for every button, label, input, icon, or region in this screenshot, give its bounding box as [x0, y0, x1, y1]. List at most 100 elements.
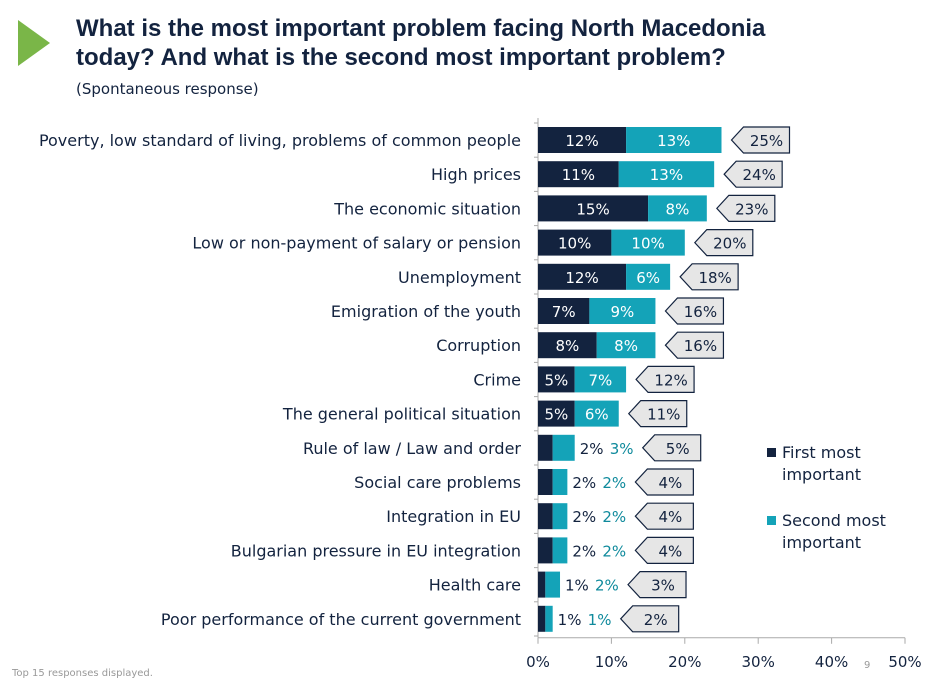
data-label: 10% — [558, 235, 591, 253]
category-label: Rule of law / Law and order — [303, 439, 521, 458]
data-label: 2% — [572, 508, 596, 526]
bar-segment-first — [538, 332, 597, 359]
x-tick-label: 0% — [526, 653, 550, 671]
data-label: 2% — [602, 474, 626, 492]
total-callout — [627, 400, 688, 428]
data-label: 7% — [588, 371, 612, 389]
bar-segment-first — [538, 366, 575, 393]
x-tick-label: 20% — [668, 653, 701, 671]
x-tick-label: 10% — [595, 653, 628, 671]
data-label: 9% — [611, 303, 635, 321]
bar-segment-first — [538, 537, 553, 564]
total-label: 24% — [742, 166, 775, 184]
data-label: 8% — [666, 200, 690, 218]
category-label: Low or non-payment of salary or pension — [192, 234, 521, 253]
data-label: 12% — [565, 269, 598, 287]
total-callout — [634, 502, 694, 530]
total-callout — [730, 126, 791, 154]
total-label: 2% — [644, 611, 668, 629]
total-label: 3% — [651, 577, 675, 595]
total-callout — [723, 160, 783, 188]
total-label: 25% — [750, 132, 783, 150]
data-label: 6% — [636, 269, 660, 287]
data-label: 5% — [544, 406, 568, 424]
data-label: 1% — [565, 577, 589, 595]
total-callout — [679, 263, 739, 291]
category-label: Integration in EU — [386, 507, 521, 526]
bar-segment-second — [552, 434, 575, 461]
bar-segment-first — [538, 127, 627, 153]
legend-label: Second most — [782, 511, 886, 530]
bar-segment-first — [538, 571, 546, 598]
total-callout — [716, 194, 776, 222]
legend-label: important — [782, 533, 861, 552]
category-label: Poverty, low standard of living, problem… — [39, 131, 521, 150]
legend-label: important — [782, 465, 861, 484]
total-label: 4% — [658, 474, 682, 492]
footnote: Top 15 responses displayed. — [12, 668, 153, 679]
bar-segment-first — [538, 195, 649, 222]
category-label: Health care — [429, 576, 521, 595]
category-label: Unemployment — [398, 268, 521, 287]
bar-segment-first — [538, 400, 575, 427]
total-callout — [635, 365, 695, 393]
category-label: Crime — [473, 370, 521, 389]
bar-segment-first — [538, 605, 546, 632]
bar-segment-second — [618, 161, 715, 188]
total-label: 12% — [654, 371, 687, 389]
total-callout — [664, 331, 725, 359]
data-label: 13% — [657, 132, 690, 150]
bar-segment-second — [626, 263, 671, 290]
bar-segment-first — [538, 298, 590, 324]
category-label: The economic situation — [333, 199, 521, 218]
data-label: 3% — [610, 440, 634, 458]
bar-segment-second — [648, 195, 707, 222]
data-label: 12% — [565, 132, 598, 150]
category-label: Bulgarian pressure in EU integration — [231, 541, 521, 560]
data-label: 2% — [580, 440, 604, 458]
bar-segment-second — [552, 537, 568, 564]
total-callout — [641, 434, 702, 462]
data-label: 2% — [602, 508, 626, 526]
total-callout — [627, 571, 687, 599]
total-callout — [619, 605, 680, 633]
data-label: 7% — [552, 303, 576, 321]
total-label: 4% — [658, 508, 682, 526]
total-callout — [634, 468, 694, 496]
bar-segment-first — [538, 229, 612, 256]
x-tick-label: 30% — [742, 653, 775, 671]
bar-segment-first — [538, 434, 553, 461]
bar-segment-second — [596, 332, 656, 359]
data-label: 5% — [544, 371, 568, 389]
data-label: 2% — [572, 474, 596, 492]
bar-segment-first — [538, 161, 619, 188]
category-label: Emigration of the youth — [331, 302, 521, 321]
total-label: 5% — [666, 440, 690, 458]
data-label: 2% — [602, 542, 626, 560]
bar-segment-second — [626, 127, 722, 153]
bar-segment-second — [545, 605, 553, 632]
data-label: 15% — [576, 200, 609, 218]
page-title: What is the most important problem facin… — [76, 14, 765, 72]
total-label: 16% — [684, 303, 717, 321]
data-label: 10% — [631, 235, 664, 253]
title-line-1: What is the most important problem facin… — [76, 15, 766, 42]
total-label: 18% — [698, 269, 731, 287]
x-tick-label: 50% — [888, 653, 921, 671]
x-tick-label: 40% — [815, 653, 848, 671]
category-label: Poor performance of the current governme… — [161, 610, 521, 629]
data-label: 1% — [558, 611, 582, 629]
data-label: 2% — [572, 542, 596, 560]
total-label: 11% — [647, 406, 680, 424]
total-callout — [664, 297, 725, 325]
bar-segment-first — [538, 469, 553, 495]
green-triangle-logo — [18, 20, 50, 66]
bar-segment-second — [574, 400, 619, 427]
legend-swatch — [767, 516, 776, 525]
data-label: 13% — [650, 166, 683, 184]
legend-swatch — [767, 448, 776, 457]
bar-segment-first — [538, 263, 627, 290]
bar-segment-second — [589, 298, 656, 324]
category-label: High prices — [431, 165, 521, 184]
